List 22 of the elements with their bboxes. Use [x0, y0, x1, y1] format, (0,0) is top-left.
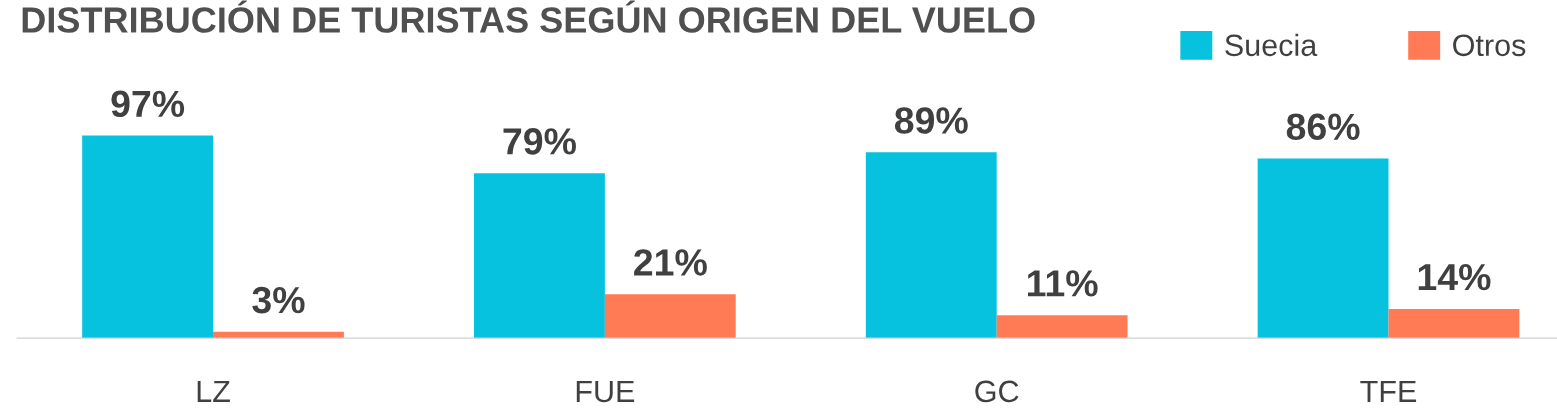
- data-label: 97%: [111, 90, 185, 118]
- data-label: 79%: [503, 128, 576, 155]
- data-label: 14%: [1418, 263, 1491, 291]
- bar: [996, 315, 1128, 339]
- bar: [82, 135, 214, 339]
- bar: [1257, 158, 1389, 339]
- data-label: 89%: [894, 107, 968, 134]
- x-tick-label: LZ: [197, 380, 230, 402]
- legend-label: Otros: [1453, 34, 1526, 57]
- bar: [604, 294, 736, 339]
- x-tick-label: TFE: [1360, 380, 1417, 402]
- x-tick-label: GC: [975, 380, 1019, 403]
- chart-title: DISTRIBUCIÓN DE TURISTAS SEGÚN ORIGEN DEL VUELO: [22, 0, 1035, 33]
- data-label: 86%: [1286, 113, 1360, 141]
- data-label: 21%: [634, 249, 707, 276]
- bar: [1388, 308, 1520, 339]
- x-tick-label: FUE: [576, 380, 635, 403]
- legend-label: Suecia: [1225, 33, 1318, 57]
- data-label: 11%: [1027, 270, 1098, 297]
- bar: [474, 173, 605, 339]
- bar: [865, 152, 997, 339]
- data-label: 3%: [252, 286, 305, 314]
